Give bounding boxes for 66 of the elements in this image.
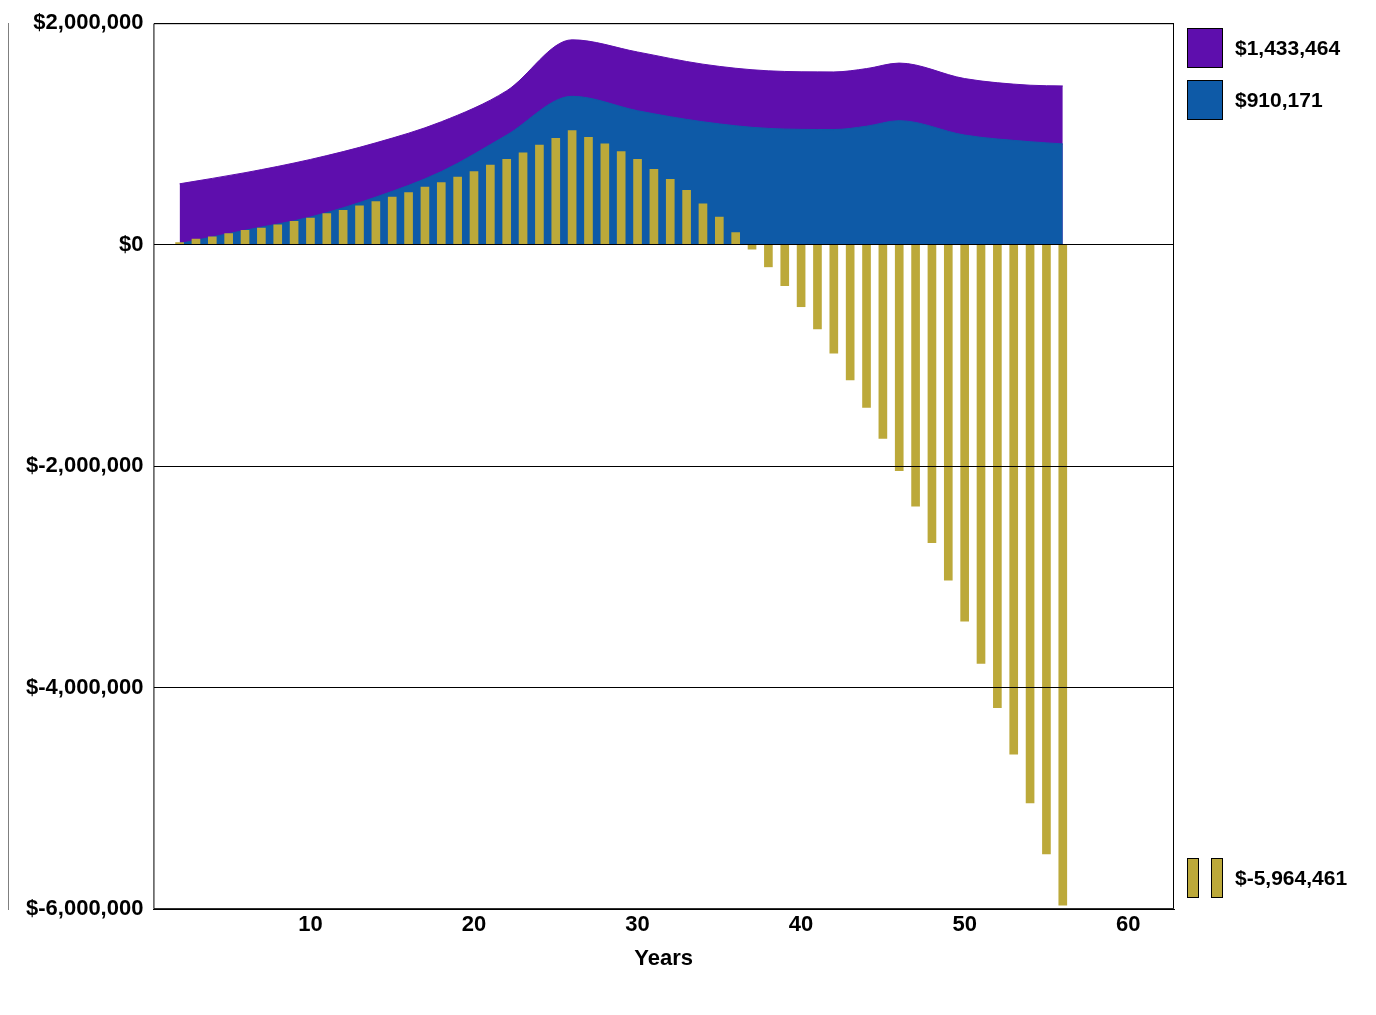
- bar: [911, 244, 920, 507]
- bar: [845, 244, 855, 381]
- bar: [600, 143, 610, 245]
- bar: [207, 236, 217, 245]
- x-tick-label: 20: [461, 911, 487, 937]
- bar: [633, 159, 642, 245]
- bar: [322, 213, 332, 245]
- bar: [665, 179, 675, 245]
- bar: [813, 244, 822, 330]
- bar: [306, 217, 315, 245]
- bar: [404, 192, 413, 245]
- bar: [927, 244, 937, 543]
- bar: [518, 152, 528, 245]
- bar: [502, 159, 512, 245]
- bar: [273, 224, 283, 245]
- x-tick-label: 50: [952, 911, 977, 937]
- bar: [224, 233, 233, 245]
- bar: [1042, 244, 1051, 855]
- bar: [1058, 244, 1068, 906]
- bar: [616, 151, 626, 245]
- bar: [387, 196, 397, 245]
- legend-label: $910,171: [1235, 88, 1323, 112]
- legend-label: $1,433,464: [1235, 36, 1341, 60]
- bar: [960, 244, 969, 622]
- bar: [862, 244, 871, 408]
- bar: [371, 201, 381, 245]
- y-tick-label: $-2,000,000: [26, 452, 144, 478]
- bar: [993, 244, 1002, 708]
- bar: [567, 130, 577, 245]
- bar: [289, 221, 299, 245]
- bar: [486, 164, 495, 245]
- bar: [584, 136, 593, 245]
- bar: [764, 244, 773, 268]
- y-tick-label: $-4,000,000: [26, 673, 144, 699]
- bar: [649, 169, 659, 245]
- bar: [780, 244, 790, 287]
- x-tick-label: 10: [298, 911, 323, 937]
- x-tick-label: 30: [625, 911, 650, 937]
- bar: [976, 244, 986, 664]
- bar: [1025, 244, 1035, 804]
- bar: [469, 171, 479, 245]
- bar: [338, 210, 348, 245]
- bar: [731, 232, 741, 245]
- bar: [878, 244, 888, 439]
- bar: [698, 203, 708, 245]
- legend-label: $-5,964,461: [1235, 866, 1348, 890]
- x-axis-title: Years: [634, 944, 694, 970]
- y-tick-label: $2,000,000: [33, 9, 144, 35]
- bar: [257, 227, 266, 245]
- bar: [796, 244, 806, 308]
- bar: [420, 186, 430, 245]
- bar: [682, 190, 691, 245]
- bar: [436, 182, 446, 245]
- bar: [829, 244, 839, 354]
- x-tick-label: 60: [1115, 911, 1141, 937]
- bar: [551, 138, 561, 245]
- bar: [1009, 244, 1019, 755]
- bar: [943, 244, 953, 581]
- bar: [453, 176, 462, 245]
- y-tick-label: $0: [118, 230, 144, 256]
- bar: [715, 216, 724, 245]
- bar: [355, 205, 364, 245]
- bar: [535, 144, 544, 245]
- x-tick-label: 40: [788, 911, 814, 937]
- y-tick-label: $-6,000,000: [26, 895, 144, 921]
- bar: [894, 244, 904, 471]
